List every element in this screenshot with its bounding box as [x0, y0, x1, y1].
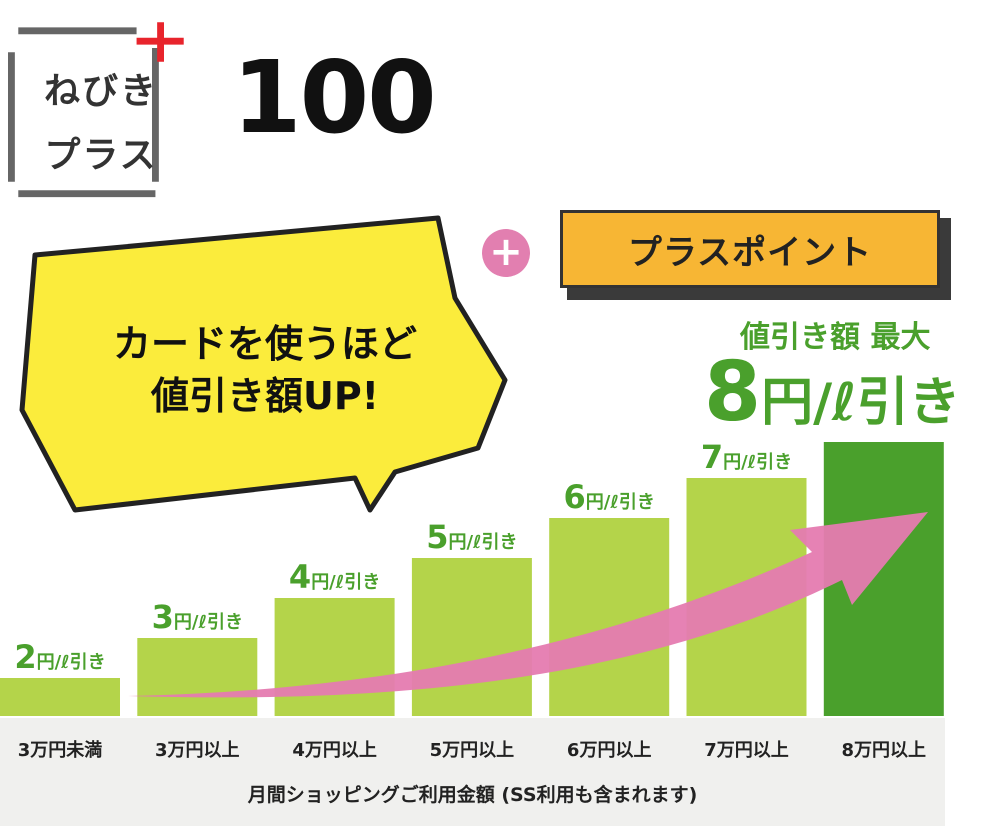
bar-2	[137, 638, 258, 716]
bubble-line1: カードを使うほど	[112, 322, 417, 366]
x-axis-band	[0, 718, 945, 826]
category-label: 6万円以上	[567, 740, 652, 761]
max-value-unit: 円/ℓ引き	[761, 373, 961, 433]
category-label: 3万円未満	[18, 739, 103, 761]
max-discount-label: 値引き額 最大	[740, 320, 931, 355]
bar-value-label: 4円/ℓ引き	[289, 558, 380, 596]
category-label: 5万円以上	[430, 740, 515, 761]
bubble-line2: 値引き額UP!	[150, 374, 380, 418]
logo-frame-icon	[8, 22, 184, 198]
category-label: 8万円以上	[842, 740, 927, 761]
plus-point-label: プラスポイント	[560, 210, 940, 288]
logo-number: 100	[232, 39, 437, 156]
bar-value-label: 3円/ℓ引き	[152, 598, 243, 636]
bar-value-label: 2円/ℓ引き	[14, 638, 105, 676]
speech-bubble	[19, 215, 508, 513]
bar-value-label: 5円/ℓ引き	[426, 518, 517, 556]
bar-4	[411, 558, 532, 716]
category-label: 3万円以上	[155, 740, 240, 761]
bar-1	[0, 678, 120, 716]
logo-line1: ねびき	[43, 71, 158, 112]
max-discount-value: 8円/ℓ引き	[704, 352, 961, 434]
plus-circle-icon: +	[482, 229, 530, 277]
category-label: 4万円以上	[292, 740, 377, 761]
bar-value-label: 7円/ℓ引き	[701, 438, 792, 476]
category-label: 7万円以上	[704, 740, 789, 761]
bubble-text: カードを使うほど 値引き額UP!	[45, 318, 485, 422]
bar-value-label: 6円/ℓ引き	[564, 478, 655, 516]
bar-3	[274, 598, 395, 716]
logo-line2: プラス	[44, 135, 158, 176]
max-value-number: 8	[704, 345, 762, 440]
growth-arrow-icon	[128, 512, 928, 698]
x-axis-title: 月間ショッピングご利用金額 (SS利用も含まれます)	[247, 784, 698, 806]
